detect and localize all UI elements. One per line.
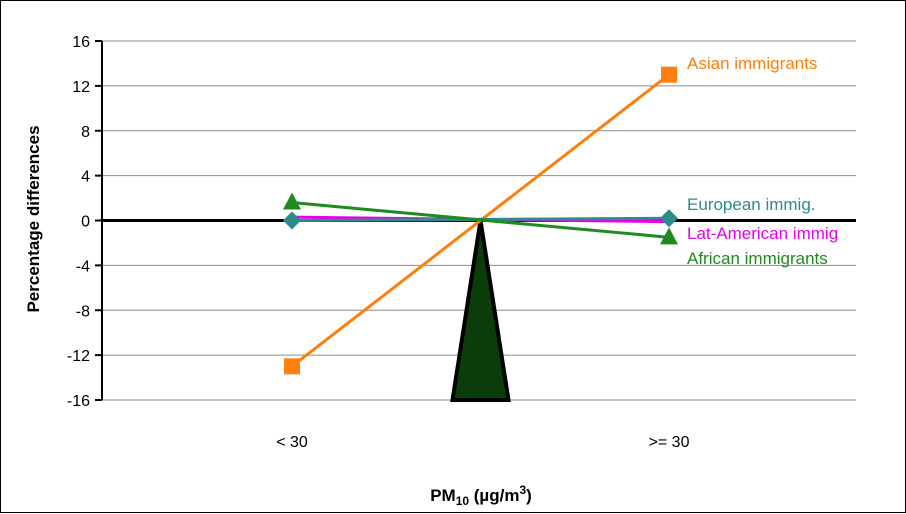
- data-point: [284, 358, 300, 375]
- data-point: [660, 227, 678, 245]
- y-tick-label: 12: [72, 79, 90, 96]
- y-tick-label: 8: [81, 124, 90, 141]
- x-tick-label: >= 30: [649, 434, 690, 451]
- y-axis-label: Percentage differences: [24, 125, 43, 312]
- series-label: African immigrants: [687, 249, 828, 268]
- data-point: [661, 66, 677, 83]
- y-tick-label: 0: [81, 214, 90, 231]
- y-tick-label: -12: [67, 348, 90, 365]
- y-tick-label: -8: [76, 303, 90, 320]
- pivot-triangle: [450, 220, 511, 402]
- data-point: [283, 192, 301, 210]
- x-tick-label: < 30: [276, 434, 308, 451]
- series-african-immigrants: [283, 192, 678, 245]
- y-tick-label: -4: [76, 258, 90, 275]
- y-tick-label: 16: [72, 34, 90, 51]
- y-tick-label: 4: [81, 169, 90, 186]
- series-label: Lat-American immig: [687, 224, 838, 243]
- data-point: [283, 211, 301, 230]
- series-label: European immig.: [687, 195, 816, 214]
- data-point: [660, 209, 678, 228]
- y-tick-label: -16: [67, 393, 90, 410]
- x-axis-label: PM10 (µg/m3): [430, 483, 532, 508]
- series-label: Asian immigrants: [687, 54, 817, 73]
- series-line: [291, 201, 670, 239]
